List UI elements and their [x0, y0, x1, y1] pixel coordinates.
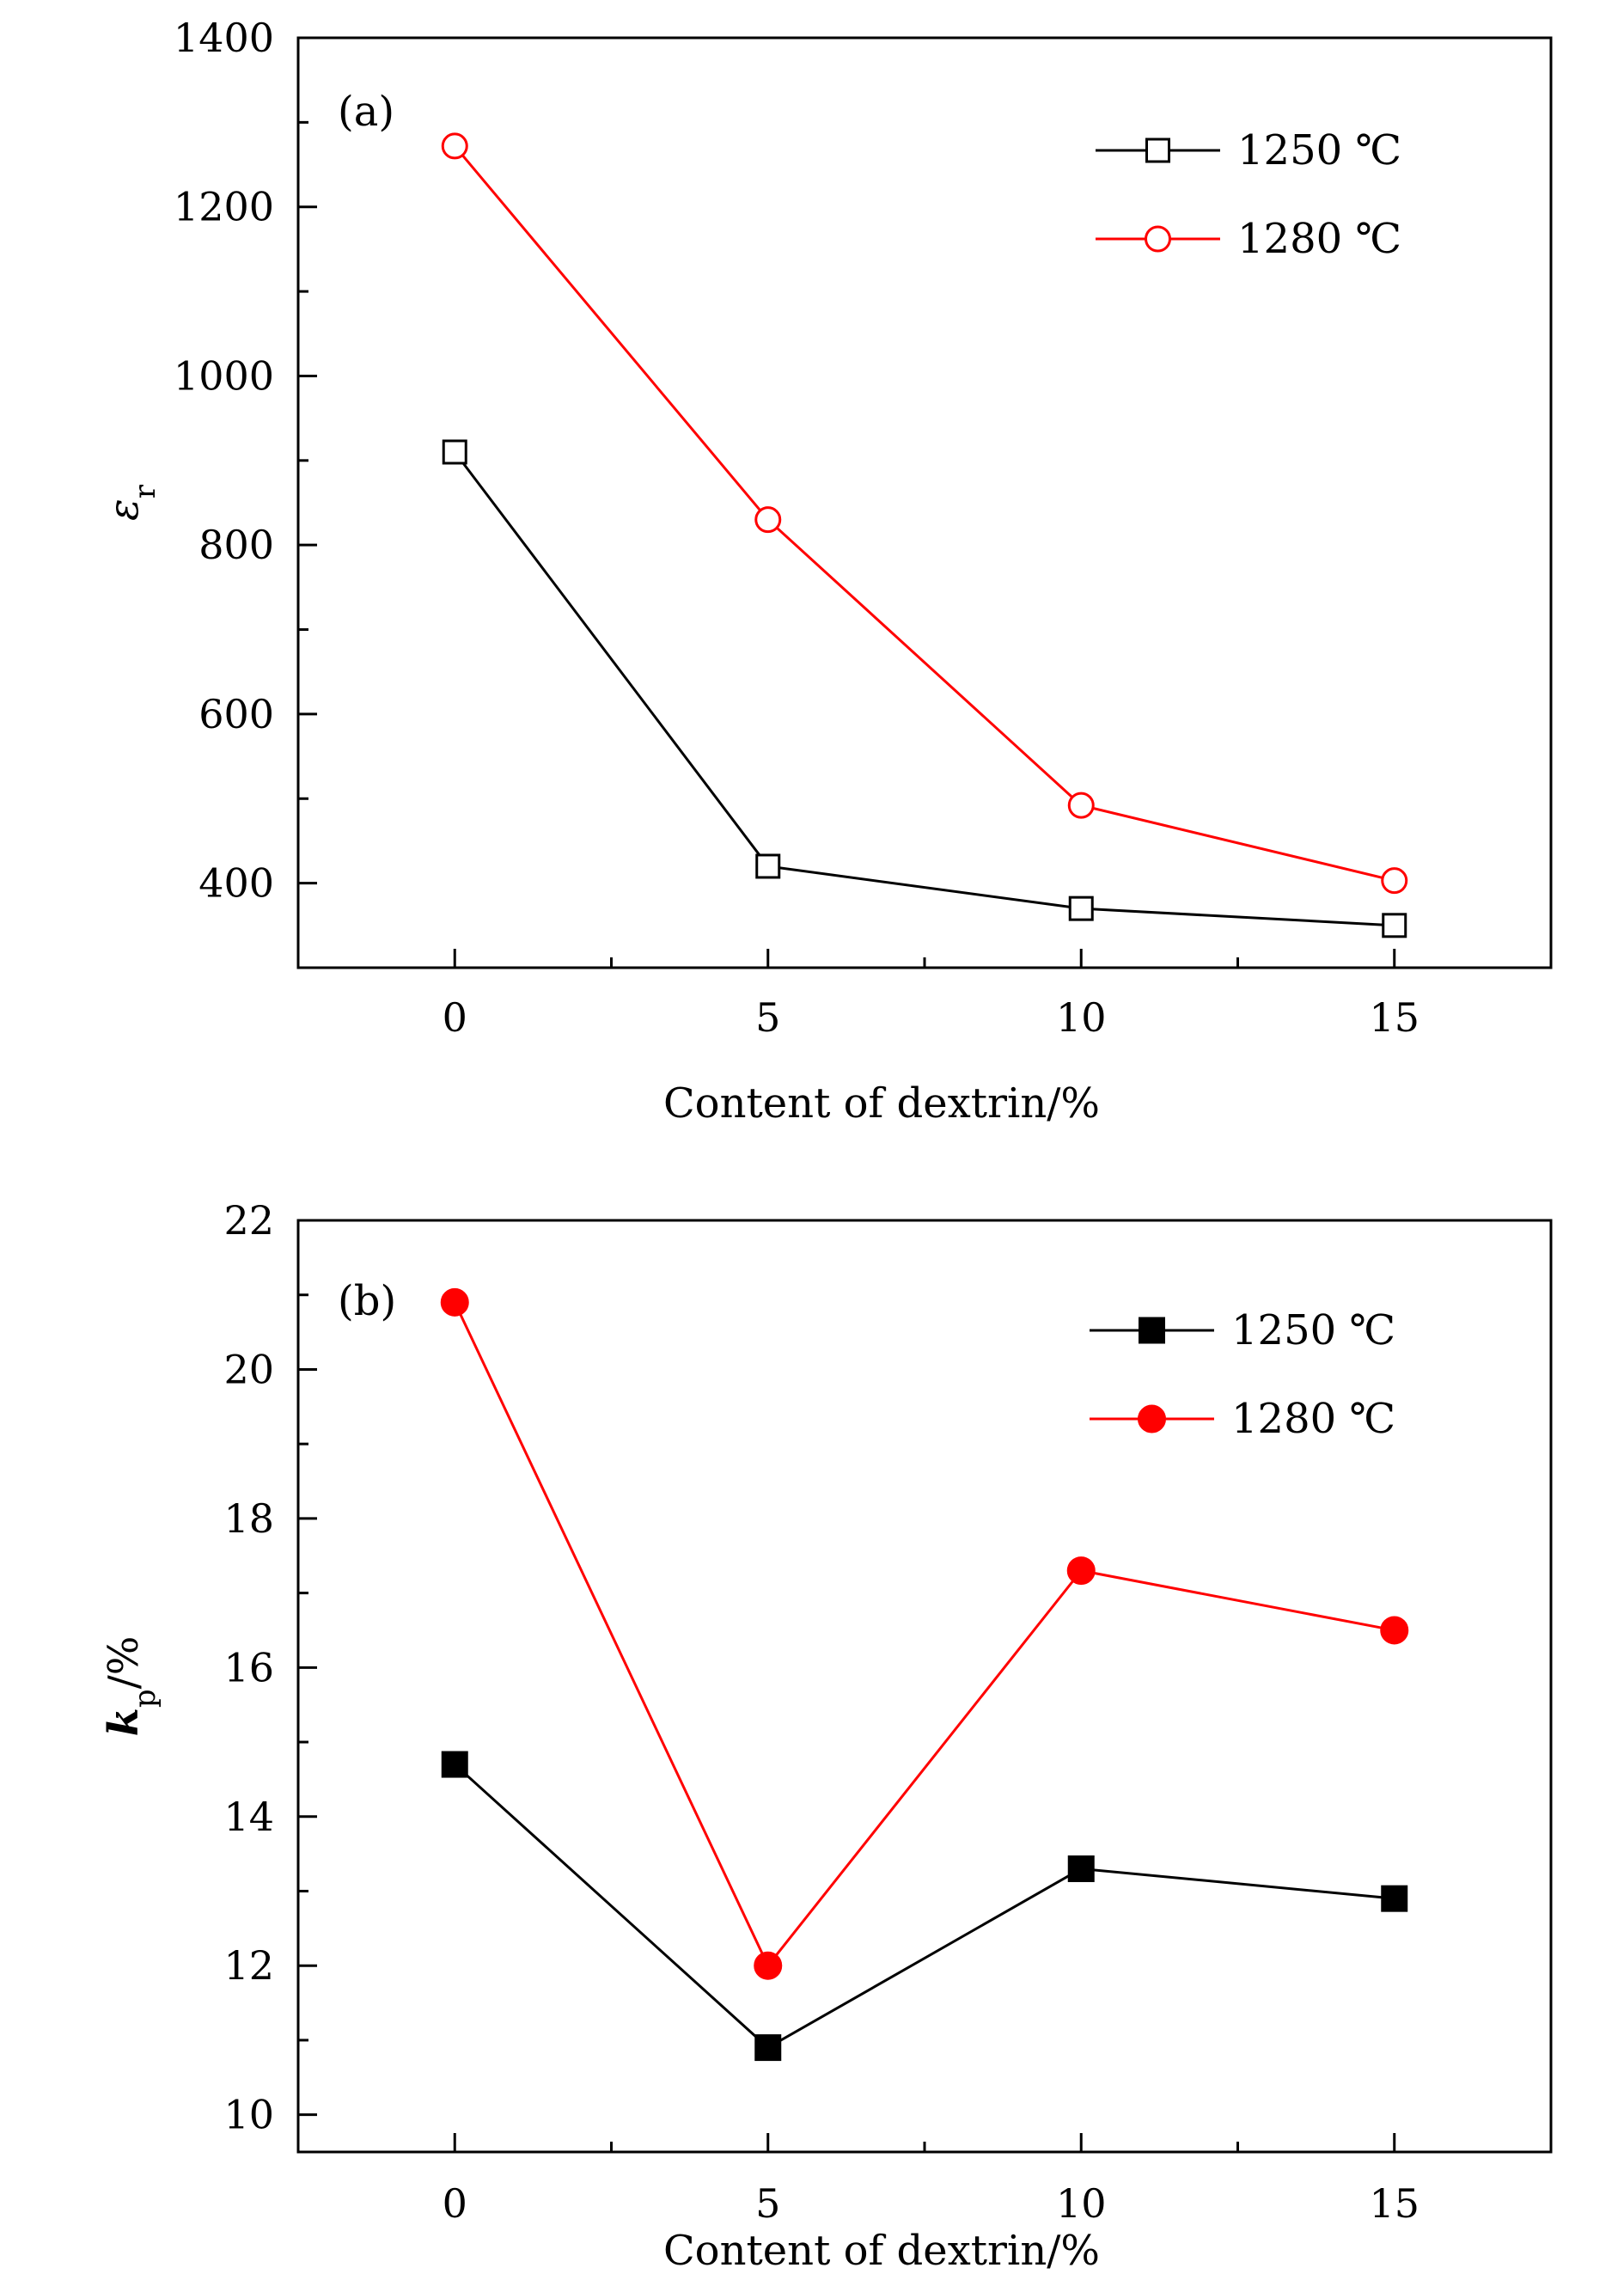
data-point	[1066, 1556, 1096, 1586]
data-point	[754, 506, 782, 534]
y-tick-label: 1400	[174, 15, 274, 61]
y-tick-label: 22	[223, 1197, 274, 1244]
x-tick-label: 10	[1056, 994, 1107, 1041]
series-line	[454, 451, 1395, 927]
y-tick-label: 20	[223, 1346, 274, 1392]
data-point	[1381, 1885, 1408, 1912]
x-tick-label: 15	[1369, 994, 1419, 1041]
panel-label-a: (a)	[338, 88, 394, 136]
x-tick-label: 0	[443, 2180, 467, 2227]
legend-label: 1250 ℃	[1231, 1306, 1395, 1354]
legend-marker	[1139, 1317, 1165, 1344]
data-point	[440, 1287, 469, 1317]
data-point	[442, 439, 467, 465]
series-1280-a	[441, 132, 1408, 895]
data-point	[1381, 867, 1408, 895]
x-axis-label: Content of dextrin/%	[663, 2227, 1100, 2274]
y-tick-label: 14	[223, 1794, 274, 1840]
y-axis-label: kp/%	[100, 1636, 162, 1737]
x-tick-label: 10	[1056, 2180, 1107, 2227]
y-tick-label: 1200	[174, 184, 274, 230]
x-tick-label: 5	[755, 2180, 780, 2227]
series-1250-b	[441, 1751, 1408, 2062]
chart-panel-a: 0 5 10 15 400 600 800 1000 1200 1400 Content of de…	[100, 15, 1553, 1128]
y-axis-label-suffix: /%	[100, 1636, 148, 1690]
panel-label-b: (b)	[338, 1277, 396, 1325]
legend-marker	[1145, 225, 1171, 253]
data-point	[1380, 1616, 1409, 1645]
data-point	[1068, 896, 1094, 921]
legend-label: 1280 ℃	[1231, 1395, 1395, 1443]
y-tick-label: 12	[223, 1942, 274, 1989]
y-axis-label-subscript: r	[128, 484, 162, 498]
y-tick-label: 18	[223, 1495, 274, 1542]
y-axis-label-base: ε	[100, 498, 148, 521]
y-axis-label-base: k	[100, 1708, 148, 1736]
x-tick-label: 5	[755, 994, 780, 1041]
data-point	[1382, 913, 1407, 938]
x-axis-label: Content of dextrin/%	[663, 1079, 1100, 1128]
x-tick-label: 0	[443, 994, 467, 1041]
data-point	[441, 132, 468, 160]
y-tick-label: 400	[198, 860, 274, 907]
series-line	[454, 1763, 1395, 2050]
data-point	[754, 2034, 782, 2062]
y-tick-label: 600	[198, 691, 274, 737]
data-point	[754, 1951, 783, 1980]
series-1250-a	[442, 439, 1407, 938]
y-tick-label: 800	[198, 522, 274, 568]
y-tick-label: 16	[223, 1644, 274, 1690]
x-tick-label: 15	[1369, 2180, 1419, 2227]
series-line	[453, 1301, 1395, 1969]
legend-label: 1280 ℃	[1237, 215, 1401, 263]
y-tick-label: 1000	[174, 352, 274, 399]
y-axis-label: εr	[100, 484, 162, 521]
legend-marker	[1138, 1404, 1166, 1433]
legend-label: 1250 ℃	[1237, 126, 1401, 174]
y-axis-label-subscript: p	[128, 1689, 162, 1708]
data-point	[755, 853, 781, 879]
series-1280-b	[440, 1287, 1409, 1980]
data-point	[1067, 792, 1095, 819]
chart-panel-b: 0 5 10 15 10 12 14 16 18 20 22 Content of dextrin/%…	[100, 1197, 1553, 2274]
series-line	[454, 144, 1395, 883]
data-point	[1067, 1855, 1095, 1882]
legend-marker	[1145, 138, 1170, 163]
y-tick-label: 10	[223, 2092, 274, 2138]
data-point	[441, 1751, 468, 1778]
